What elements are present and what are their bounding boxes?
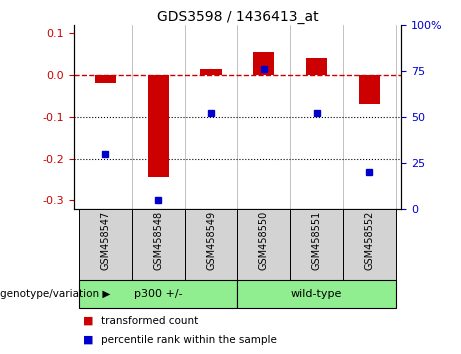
- Bar: [253, 52, 274, 75]
- Text: p300 +/-: p300 +/-: [134, 289, 183, 299]
- Bar: [184, 209, 237, 280]
- Bar: [306, 58, 327, 75]
- Bar: [201, 69, 222, 75]
- Bar: [79, 209, 132, 280]
- Bar: [290, 209, 343, 280]
- Text: GSM458550: GSM458550: [259, 211, 269, 270]
- Text: GSM458552: GSM458552: [364, 211, 374, 270]
- Text: GSM458547: GSM458547: [100, 211, 111, 270]
- Text: wild-type: wild-type: [291, 289, 342, 299]
- Text: GSM458548: GSM458548: [153, 211, 163, 270]
- Bar: [132, 209, 184, 280]
- Text: genotype/variation ▶: genotype/variation ▶: [0, 289, 110, 299]
- Bar: [359, 75, 380, 104]
- Bar: [343, 209, 396, 280]
- Text: GSM458551: GSM458551: [312, 211, 322, 270]
- Text: GSM458549: GSM458549: [206, 211, 216, 270]
- Bar: [148, 75, 169, 177]
- Bar: [95, 75, 116, 83]
- Text: ■: ■: [83, 316, 94, 326]
- Bar: [237, 280, 396, 308]
- Text: transformed count: transformed count: [101, 316, 199, 326]
- Text: percentile rank within the sample: percentile rank within the sample: [101, 335, 278, 345]
- Title: GDS3598 / 1436413_at: GDS3598 / 1436413_at: [157, 10, 318, 24]
- Bar: [79, 280, 237, 308]
- Bar: [237, 209, 290, 280]
- Text: ■: ■: [83, 335, 94, 345]
